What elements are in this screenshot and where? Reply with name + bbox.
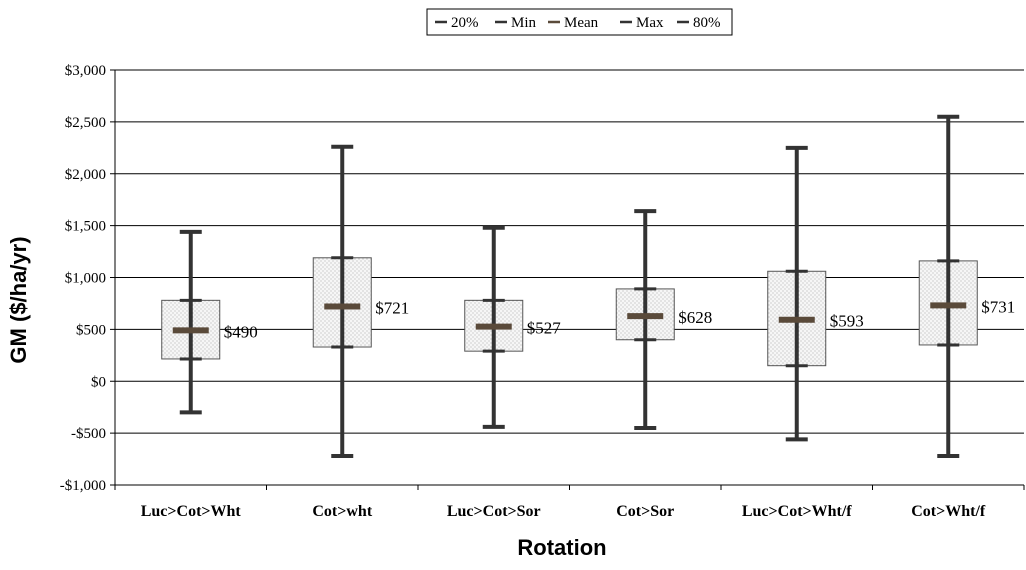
gridlines	[115, 69, 1024, 486]
mean-data-label: $593	[830, 312, 864, 331]
legend-label: Max	[636, 15, 664, 31]
x-tick-label: Cot>Wht/f	[911, 503, 986, 520]
y-tick-label: $2,000	[65, 167, 106, 183]
mean-data-label: $721	[375, 298, 409, 317]
x-tick-label: Luc>Cot>Sor	[447, 503, 541, 520]
x-tick-label: Cot>wht	[312, 503, 372, 520]
box-series: $490 $721 $527 $628 $593 $731	[161, 114, 1015, 458]
mean-data-label: $490	[224, 322, 258, 341]
legend-label: Min	[511, 15, 537, 31]
x-axis-title: Rotation	[517, 535, 606, 560]
box-group: $490	[161, 229, 258, 415]
y-tick-label: -$500	[71, 426, 106, 442]
y-tick-label: $1,000	[65, 271, 106, 287]
y-tick-label: $2,500	[65, 115, 106, 131]
x-tick-label: Luc>Cot>Wht/f	[742, 503, 852, 520]
legend: 20% Min Mean Max 80%	[426, 8, 733, 36]
mean-data-label: $731	[981, 297, 1015, 316]
y-tick-label: $3,000	[65, 63, 106, 79]
box-group: $628	[615, 209, 712, 430]
box-group: $721	[312, 144, 409, 458]
legend-label: 80%	[693, 15, 721, 31]
y-tick-label: $1,500	[65, 219, 106, 235]
legend-label: Mean	[564, 15, 599, 31]
y-axis: -$1,000 -$500 $0 $500 $1,000 $1,500 $2,000 $2,5…	[60, 63, 116, 494]
legend-label: 20%	[451, 15, 479, 31]
x-tick-label: Cot>Sor	[616, 503, 674, 520]
box-group: $593	[767, 145, 864, 442]
y-tick-label: -$1,000	[60, 478, 106, 494]
y-axis-title: GM ($/ha/yr)	[6, 236, 31, 363]
x-axis: Luc>Cot>Wht Cot>wht Luc>Cot>Sor Cot>Sor Luc>…	[114, 485, 1025, 520]
box-group: $527	[464, 225, 562, 429]
x-tick-label: Luc>Cot>Wht	[141, 503, 242, 520]
mean-data-label: $527	[527, 319, 562, 338]
mean-data-label: $628	[678, 308, 712, 327]
y-tick-label: $500	[76, 322, 106, 338]
y-tick-label: $0	[91, 374, 106, 390]
box-group: $731	[918, 114, 1015, 458]
